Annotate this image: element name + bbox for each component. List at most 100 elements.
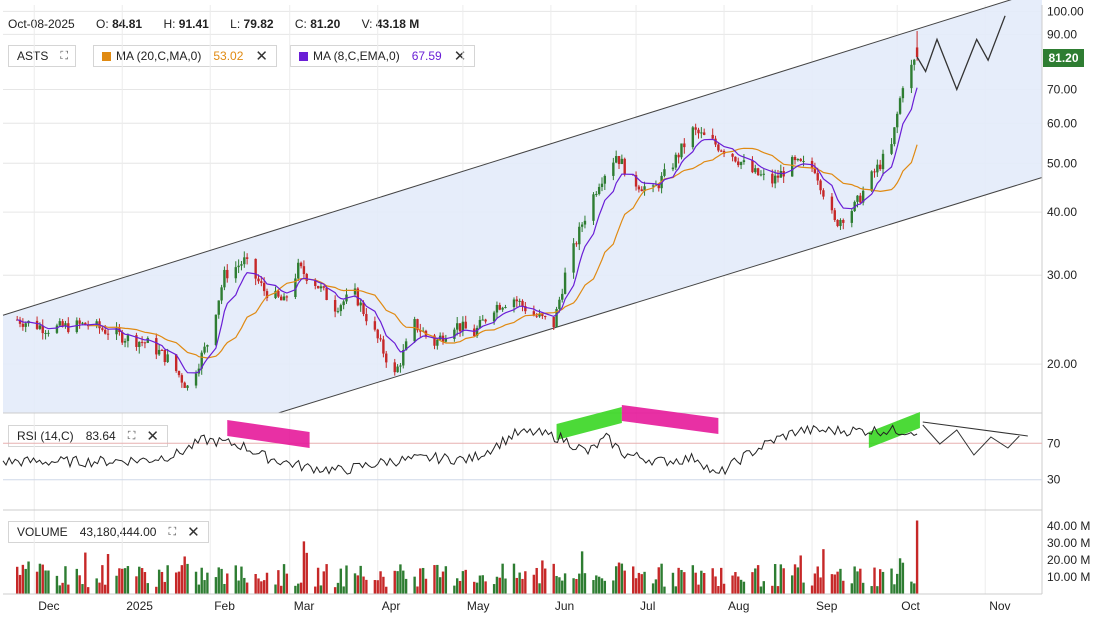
candle-body xyxy=(876,164,879,173)
candle-body xyxy=(737,161,740,166)
candle-body xyxy=(762,173,765,175)
symbol-label: ASTS xyxy=(17,49,49,63)
expand-icon[interactable]: ⛶ xyxy=(127,429,136,442)
candle-body xyxy=(382,339,385,354)
candle-body xyxy=(342,301,345,306)
candle-body xyxy=(297,262,300,279)
volume-bar xyxy=(424,578,428,594)
candle-body xyxy=(501,307,504,310)
close-icon[interactable]: ✕ xyxy=(255,47,268,65)
volume-bar xyxy=(870,586,873,594)
candle-body xyxy=(61,321,64,327)
volume-bar xyxy=(322,571,325,594)
volume-tick-label: 30.00 M xyxy=(1047,536,1090,550)
ma20-line xyxy=(88,144,918,359)
candle-body xyxy=(544,316,547,318)
volume-bar xyxy=(751,572,754,594)
candle-body xyxy=(458,323,462,332)
candle-body xyxy=(640,189,643,192)
volume-bar xyxy=(512,563,516,594)
volume-bar xyxy=(362,576,365,594)
candle-body xyxy=(680,143,683,158)
volume-bar xyxy=(518,572,521,594)
volume-bar xyxy=(734,572,737,594)
candle-body xyxy=(206,345,209,347)
close-icon[interactable]: ✕ xyxy=(146,427,159,445)
volume-bar xyxy=(81,584,84,594)
volume-bar xyxy=(799,555,802,594)
volume-bar xyxy=(597,576,601,594)
volume-bar xyxy=(898,558,902,594)
candle-body xyxy=(322,286,325,288)
candle-body xyxy=(302,266,306,275)
volume-bar xyxy=(456,578,459,594)
candle-body xyxy=(842,219,845,223)
expand-icon[interactable]: ⛶ xyxy=(168,525,176,538)
volume-bar xyxy=(674,586,677,594)
volume-bar xyxy=(27,561,30,594)
candle-body xyxy=(379,338,382,340)
time-tick-label: Jul xyxy=(640,599,655,613)
volume-bar xyxy=(742,581,746,594)
volume-bar xyxy=(830,574,834,594)
volume-bar xyxy=(356,575,360,594)
volume-bar xyxy=(436,564,439,594)
candle-body xyxy=(106,333,110,335)
candle-body xyxy=(163,349,167,363)
volume-bar xyxy=(265,572,269,594)
volume-bar xyxy=(796,567,800,594)
time-tick-label: Jun xyxy=(555,599,574,613)
candle-body xyxy=(600,183,604,187)
ma20-swatch xyxy=(102,51,111,61)
volume-bar xyxy=(632,566,635,594)
candle-body xyxy=(555,308,558,327)
candle-body xyxy=(475,327,479,336)
volume-bar xyxy=(135,576,138,594)
candle-body xyxy=(822,190,825,197)
candle-body xyxy=(771,173,774,184)
volume-chip[interactable]: VOLUME 43,180,444.00 ⛶ ✕ xyxy=(8,521,209,543)
symbol-chip[interactable]: ASTS ⛶ xyxy=(8,45,77,67)
volume-bar xyxy=(842,580,845,594)
candle-body xyxy=(339,305,343,312)
volume-bar xyxy=(138,566,141,594)
candle-body xyxy=(41,325,44,334)
volume-bar xyxy=(873,567,876,594)
volume-bar xyxy=(481,575,484,594)
candle-body xyxy=(143,342,147,344)
candle-body xyxy=(913,59,916,65)
volume-bar xyxy=(262,580,266,594)
volume-bar xyxy=(677,567,680,594)
close-icon[interactable]: ✕ xyxy=(187,523,200,541)
price-tick-label: 90.00 xyxy=(1047,27,1077,41)
candle-body xyxy=(813,167,817,174)
rsi-chip[interactable]: RSI (14,C) 83.64 ⛶ ✕ xyxy=(8,425,168,447)
candle-body xyxy=(396,366,399,373)
candle-body xyxy=(262,282,266,292)
volume-bar xyxy=(194,571,198,594)
expand-icon[interactable]: ⛶ xyxy=(60,49,68,62)
volume-bar xyxy=(717,586,720,594)
volume-bar xyxy=(373,580,377,594)
ma8-swatch xyxy=(299,51,308,61)
volume-bar xyxy=(580,551,584,594)
price-tick-label: 60.00 xyxy=(1047,116,1077,130)
candle-body xyxy=(657,185,660,189)
candle-body xyxy=(535,315,538,317)
volume-bar xyxy=(583,573,587,594)
volume-bar xyxy=(572,578,575,594)
candle-body xyxy=(634,175,638,187)
candle-body xyxy=(637,186,641,190)
volume-bar xyxy=(404,578,408,594)
volume-bar xyxy=(316,567,320,594)
volume-bar xyxy=(881,571,885,594)
candle-body xyxy=(336,311,340,313)
volume-bar xyxy=(206,572,209,594)
candle-body xyxy=(319,286,323,289)
candle-body xyxy=(861,190,865,203)
candle-body xyxy=(819,180,822,191)
candle-body xyxy=(881,153,885,170)
volume-bar xyxy=(813,573,817,594)
ma20-chip[interactable]: MA (20,C,MA,0) 53.02 ✕ xyxy=(93,45,277,67)
